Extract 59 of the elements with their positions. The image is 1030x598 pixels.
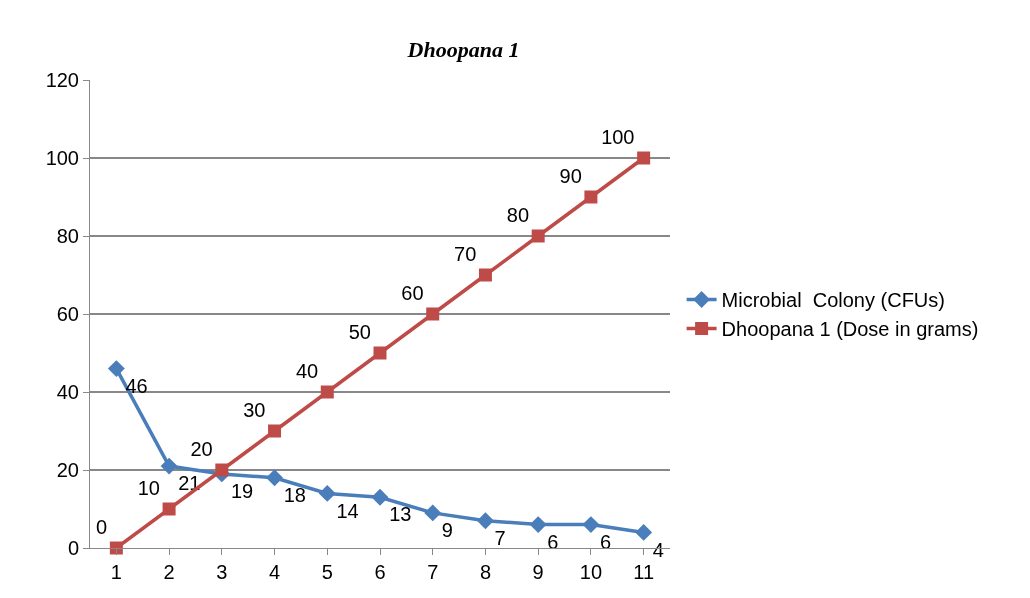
data-label: 0: [96, 515, 108, 538]
data-label: 19: [230, 480, 254, 503]
point: [637, 151, 651, 165]
point: [478, 268, 492, 282]
x-tick-label: 4: [268, 561, 281, 583]
data-label: 46: [125, 374, 148, 397]
x-tick-label: 1: [110, 561, 122, 583]
point: [268, 424, 282, 438]
data-label: 60: [401, 281, 424, 304]
y-tick-label: 20: [56, 459, 79, 481]
point: [584, 190, 598, 204]
data-label: 70: [454, 242, 477, 265]
y-tick-label: 120: [45, 69, 79, 91]
y-tick-label: 60: [56, 303, 79, 325]
x-tick-label: 5: [321, 561, 333, 583]
y-tick-label: 100: [45, 147, 79, 169]
point: [162, 502, 176, 516]
point: [320, 385, 334, 399]
data-label: 100: [601, 125, 635, 148]
data-label: 18: [283, 483, 306, 506]
data-label: 13: [389, 503, 412, 526]
data-label: 20: [190, 437, 213, 460]
point: [531, 229, 545, 243]
y-tick-label: 80: [56, 225, 79, 247]
data-label: 40: [295, 359, 319, 382]
data-label: 7: [494, 526, 506, 549]
point: [215, 463, 229, 477]
x-tick-label: 10: [579, 561, 603, 583]
data-label: 80: [506, 203, 530, 226]
x-tick-label: 8: [479, 561, 492, 583]
x-tick-label: 3: [216, 561, 228, 583]
point: [426, 307, 440, 321]
legend-label: Microbial Colony (CFUs): [721, 289, 945, 312]
point: [424, 504, 442, 522]
point: [373, 346, 387, 360]
data-label: 30: [243, 398, 266, 421]
point: [160, 457, 178, 475]
chart-title: Dhoopana 1: [406, 37, 520, 63]
x-tick-label: 7: [427, 561, 439, 583]
y-tick-label: 40: [56, 381, 79, 403]
data-label: 10: [137, 476, 160, 499]
data-label: 14: [336, 499, 359, 522]
x-tick-label: 9: [532, 561, 544, 583]
x-tick-label: 2: [163, 561, 175, 583]
point: [529, 516, 547, 534]
legend-label: Dhoopana 1 (Dose in grams): [721, 318, 979, 341]
point: [371, 488, 389, 506]
data-label: 9: [441, 519, 453, 542]
data-label: 50: [348, 320, 371, 343]
point: [266, 469, 283, 487]
point: [318, 484, 336, 502]
point: [635, 523, 653, 541]
x-tick-label: 11: [633, 561, 655, 583]
y-tick-label: 0: [67, 537, 79, 559]
point: [477, 512, 494, 530]
point: [107, 360, 125, 378]
data-label: 90: [559, 164, 582, 187]
point: [582, 516, 600, 534]
x-tick-label: 6: [374, 561, 386, 583]
